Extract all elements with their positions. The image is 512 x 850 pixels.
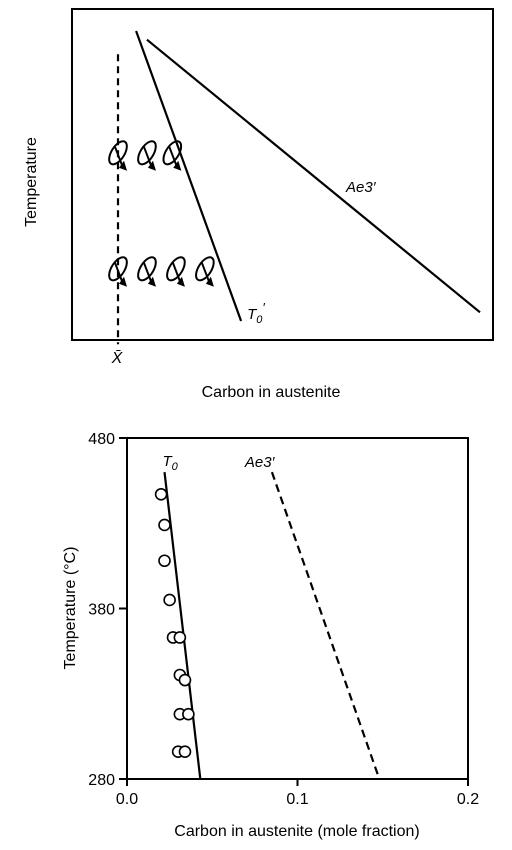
y-tick-label: 380 xyxy=(88,602,115,619)
data-point xyxy=(154,487,168,501)
top-xbar-label: X̄ xyxy=(111,350,124,367)
ellipse-with-arrow-icon xyxy=(137,140,157,171)
y-tick-label: 480 xyxy=(88,431,115,448)
data-point xyxy=(158,518,171,532)
bottom-x-axis-label: Carbon in austenite (mole fraction) xyxy=(174,823,419,840)
top-plot-frame xyxy=(71,8,494,341)
ellipse-with-arrow-icon xyxy=(108,140,128,171)
bottom-chart: 280 380 480 0.0 0.1 0.2 T0 Ae3′ Carbon in aus… xyxy=(62,431,479,840)
bottom-series-line-ae3 xyxy=(270,471,381,780)
bottom-t0-label: T0 xyxy=(163,453,179,473)
bottom-plot-frame xyxy=(126,437,469,780)
bottom-series-line-t0 xyxy=(163,471,202,780)
top-chart: Ae3′ T0′ X̄ Carbon in austenite Temperat… xyxy=(23,8,494,401)
data-point xyxy=(173,631,187,644)
ellipse-with-arrow-icon xyxy=(137,256,157,287)
x-tick-label: 0.1 xyxy=(286,791,308,808)
bottom-axis-ticks: 280 380 480 0.0 0.1 0.2 xyxy=(88,431,479,808)
data-point xyxy=(178,745,192,759)
data-point xyxy=(178,673,192,687)
ellipse-with-arrow-icon xyxy=(195,256,215,287)
y-tick-label: 280 xyxy=(88,772,115,789)
ellipse-with-arrow-icon xyxy=(108,256,128,287)
data-point xyxy=(158,554,171,568)
top-series-line-ae3 xyxy=(146,38,481,314)
data-point xyxy=(163,593,176,607)
top-ae3-label: Ae3′ xyxy=(345,179,377,196)
top-chart-marks xyxy=(108,30,481,345)
bottom-chart-marks xyxy=(154,471,381,780)
top-y-axis-label: Temperature xyxy=(23,137,40,227)
bottom-ae3-label: Ae3′ xyxy=(244,454,276,471)
x-tick-label: 0.0 xyxy=(116,791,138,808)
top-x-axis-label: Carbon in austenite xyxy=(202,384,341,401)
top-series-line-t0 xyxy=(135,30,243,322)
ellipse-with-arrow-icon xyxy=(166,256,186,287)
data-point xyxy=(182,707,195,721)
ellipse-with-arrow-icon xyxy=(162,140,183,171)
bottom-y-axis-label: Temperature (°C) xyxy=(62,547,79,670)
x-tick-label: 0.2 xyxy=(457,791,479,808)
top-t0-label: T0′ xyxy=(247,300,265,326)
